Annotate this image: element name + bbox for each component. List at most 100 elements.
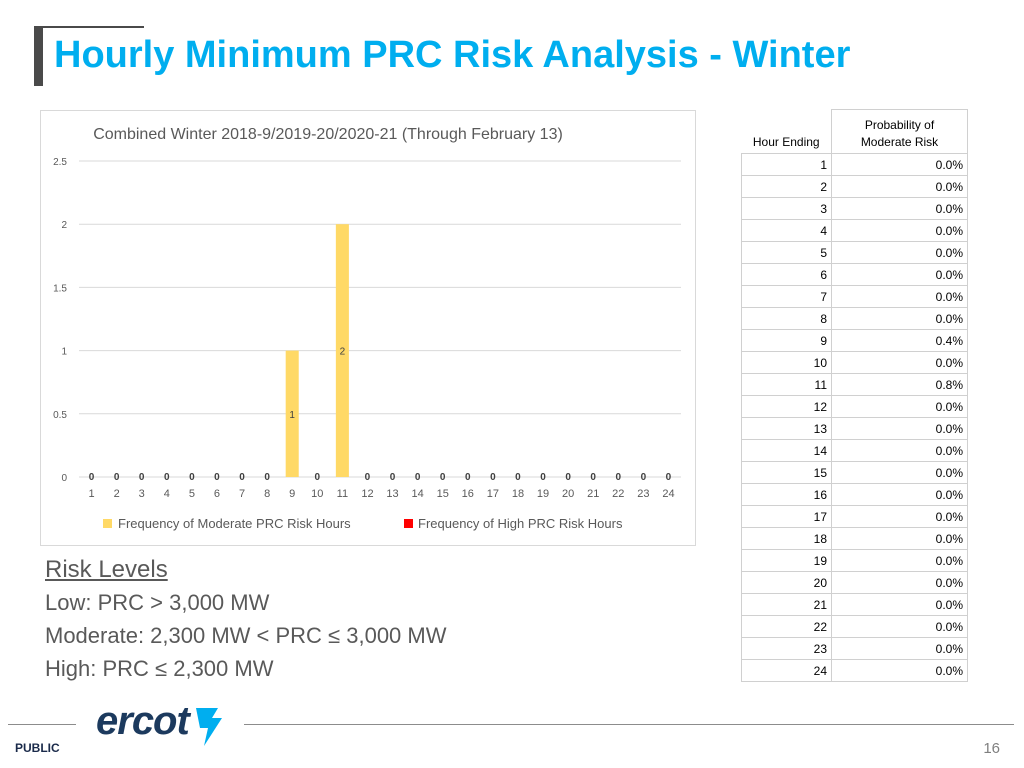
x-tick-label: 7 <box>239 488 245 500</box>
y-tick-label: 2 <box>61 220 67 231</box>
legend-swatch-high <box>404 519 413 528</box>
data-label-moderate: 0 <box>365 472 371 483</box>
cell-probability: 0.0% <box>831 219 968 242</box>
title-rule <box>34 26 144 28</box>
legend-label-moderate: Frequency of Moderate PRC Risk Hours <box>118 516 351 531</box>
cell-hour: 17 <box>741 505 832 528</box>
footer-public-label: PUBLIC <box>15 741 60 755</box>
footer-rule-left <box>8 724 76 725</box>
table-row: 22 0.0% <box>741 615 968 638</box>
footer-rule-right <box>244 724 1014 725</box>
cell-probability: 0.0% <box>831 197 968 220</box>
cell-probability: 0.0% <box>831 175 968 198</box>
bar-chart: Combined Winter 2018-9/2019-20/2020-21 (… <box>40 110 696 546</box>
page-number: 16 <box>983 740 1000 757</box>
cell-hour: 1 <box>741 153 832 176</box>
cell-probability: 0.0% <box>831 307 968 330</box>
x-tick-label: 22 <box>612 488 624 500</box>
x-tick-label: 12 <box>361 488 373 500</box>
x-tick-label: 4 <box>164 488 170 500</box>
cell-probability: 0.0% <box>831 417 968 440</box>
cell-hour: 15 <box>741 461 832 484</box>
table-row: 5 0.0% <box>741 241 968 264</box>
table-row: 10 0.0% <box>741 351 968 374</box>
x-tick-label: 10 <box>311 488 323 500</box>
cell-probability: 0.0% <box>831 571 968 594</box>
cell-probability: 0.0% <box>831 637 968 660</box>
y-tick-label: 2.5 <box>53 157 67 168</box>
cell-probability: 0.0% <box>831 659 968 682</box>
cell-hour: 12 <box>741 395 832 418</box>
cell-hour: 3 <box>741 197 832 220</box>
cell-hour: 13 <box>741 417 832 440</box>
x-tick-label: 20 <box>562 488 574 500</box>
table-body: 1 0.0% 2 0.0% 3 0.0% 4 0.0% 5 0.0% 6 0.0% 7 0.0% 8 0.0%… <box>741 153 968 682</box>
table-row: 2 0.0% <box>741 175 968 198</box>
risk-low: Low: PRC > 3,000 MW <box>45 590 270 615</box>
x-tick-label: 15 <box>437 488 449 500</box>
y-tick-label: 0.5 <box>53 410 67 421</box>
x-tick-label: 24 <box>662 488 674 500</box>
cell-hour: 19 <box>741 549 832 572</box>
risk-levels-heading: Risk Levels <box>45 556 168 583</box>
lightning-bolt-icon <box>196 708 222 746</box>
ercot-logo-graphic: ercot <box>96 699 222 746</box>
ercot-logo: ercot <box>96 699 236 755</box>
y-tick-label: 1.5 <box>53 283 67 294</box>
legend-label-high: Frequency of High PRC Risk Hours <box>418 516 623 531</box>
table-row: 8 0.0% <box>741 307 968 330</box>
table-header-prob-line2: Moderate Risk <box>831 131 968 154</box>
data-label-moderate: 0 <box>490 472 496 483</box>
table-header-spacer <box>742 110 832 132</box>
x-tick-label: 6 <box>214 488 220 500</box>
data-label-moderate: 0 <box>666 472 672 483</box>
cell-hour: 22 <box>741 615 832 638</box>
cell-hour: 20 <box>741 571 832 594</box>
cell-hour: 14 <box>741 439 832 462</box>
cell-probability: 0.0% <box>831 395 968 418</box>
title-accent-bar <box>34 26 43 86</box>
cell-hour: 16 <box>741 483 832 506</box>
cell-hour: 18 <box>741 527 832 550</box>
x-tick-label: 11 <box>337 488 348 500</box>
cell-probability: 0.8% <box>831 373 968 396</box>
cell-probability: 0.0% <box>831 461 968 484</box>
cell-probability: 0.0% <box>831 549 968 572</box>
cell-hour: 9 <box>741 329 832 352</box>
cell-hour: 10 <box>741 351 832 374</box>
cell-hour: 4 <box>741 219 832 242</box>
table-row: 18 0.0% <box>741 527 968 550</box>
y-tick-label: 1 <box>61 347 67 358</box>
cell-hour: 11 <box>741 373 832 396</box>
data-label-moderate: 0 <box>315 472 321 483</box>
x-tick-label: 19 <box>537 488 549 500</box>
page-title: Hourly Minimum PRC Risk Analysis - Winte… <box>54 34 851 76</box>
data-label-moderate: 0 <box>515 472 521 483</box>
data-label-moderate: 0 <box>139 472 145 483</box>
cell-probability: 0.0% <box>831 527 968 550</box>
cell-hour: 7 <box>741 285 832 308</box>
cell-probability: 0.0% <box>831 483 968 506</box>
data-label-moderate: 0 <box>239 472 245 483</box>
y-tick-label: 0 <box>61 473 67 484</box>
x-tick-label: 13 <box>386 488 398 500</box>
data-label-moderate: 2 <box>340 347 346 358</box>
x-tick-label: 17 <box>487 488 499 500</box>
data-label-moderate: 0 <box>590 472 596 483</box>
chart-title: Combined Winter 2018-9/2019-20/2020-21 (… <box>93 126 563 143</box>
cell-probability: 0.0% <box>831 439 968 462</box>
cell-probability: 0.0% <box>831 615 968 638</box>
cell-probability: 0.0% <box>831 351 968 374</box>
cell-hour: 23 <box>741 637 832 660</box>
table-row: 23 0.0% <box>741 637 968 660</box>
cell-probability: 0.0% <box>831 241 968 264</box>
data-label-moderate: 0 <box>540 472 546 483</box>
logo-wordmark: ercot <box>96 700 191 743</box>
x-tick-label: 9 <box>289 488 295 500</box>
table-row: 16 0.0% <box>741 483 968 506</box>
risk-levels: Risk Levels Low: PRC > 3,000 MW Moderate… <box>45 553 447 685</box>
legend-swatch-moderate <box>103 519 112 528</box>
table-row: 14 0.0% <box>741 439 968 462</box>
table-header-hour: Hour Ending <box>752 135 820 150</box>
x-tick-label: 18 <box>512 488 524 500</box>
